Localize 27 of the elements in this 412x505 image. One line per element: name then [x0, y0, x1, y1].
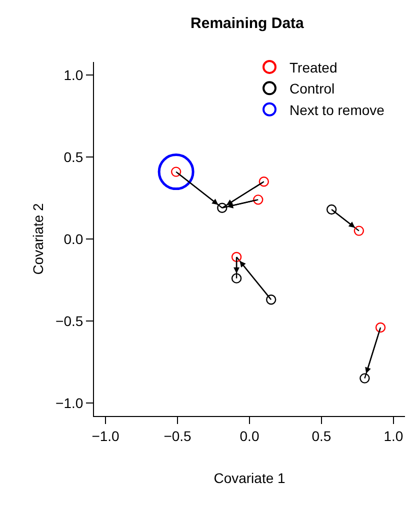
point	[217, 202, 228, 213]
point	[360, 373, 370, 384]
point	[354, 226, 364, 236]
legend-label: Control	[290, 80, 335, 97]
x-tick-label: 0.0	[240, 428, 260, 444]
point	[375, 322, 386, 333]
x-tick-label: −0.5	[164, 428, 192, 444]
x-axis-title: Covariate 1	[214, 470, 286, 486]
x-tick-label: 1.0	[384, 428, 404, 444]
point	[326, 204, 337, 215]
y-tick-label: 0.0	[64, 230, 84, 247]
y-tick-label: 0.5	[64, 148, 84, 165]
x-tick-label: 0.5	[312, 428, 332, 444]
point	[158, 154, 194, 190]
legend-label: Next to remove	[290, 102, 385, 118]
x-tick-label: −1.0	[92, 428, 120, 444]
point	[266, 294, 276, 305]
chart-title: Remaining Data	[190, 15, 305, 32]
y-tick-label: −0.5	[56, 312, 84, 329]
y-tick-label: −1.0	[56, 394, 84, 411]
legend-label: Treated	[290, 59, 338, 76]
point	[258, 176, 269, 187]
y-axis-title: Covariate 2	[30, 202, 46, 275]
point	[231, 273, 242, 284]
point	[253, 194, 264, 205]
point	[231, 252, 242, 262]
y-tick-label: 1.0	[64, 67, 84, 84]
